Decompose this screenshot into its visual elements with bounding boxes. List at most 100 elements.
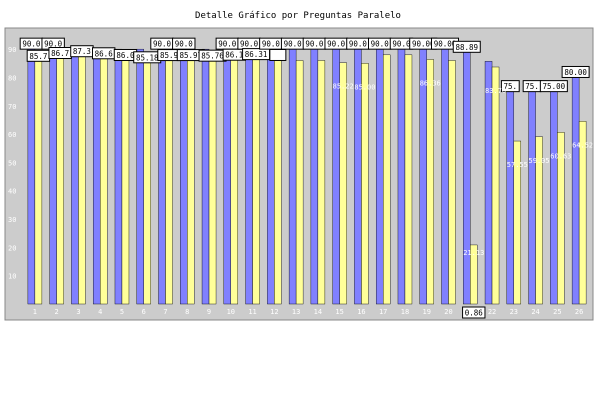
data-label: 85.7 <box>29 52 47 61</box>
bar-series-1 <box>375 48 384 305</box>
bar-series-2 <box>165 60 173 305</box>
data-label-inner: 83.70 <box>485 87 506 95</box>
data-label-box <box>269 48 287 61</box>
data-label-inner: 59.05 <box>529 157 550 165</box>
x-tick-label: 24 <box>531 308 539 316</box>
x-tick-label: 16 <box>357 308 365 316</box>
data-label-inner: 57.55 <box>507 161 528 169</box>
bar-series-2 <box>78 56 86 305</box>
data-label: 90.0 <box>22 40 41 49</box>
bar-series-1 <box>484 61 493 305</box>
x-tick-label: 26 <box>575 308 583 316</box>
bar-series-1 <box>397 48 406 305</box>
bar-series-2 <box>513 140 522 305</box>
bars-group <box>27 48 587 305</box>
data-label: 75.00 <box>543 82 566 91</box>
y-tick-label: 30 <box>8 216 16 224</box>
bar-series-2 <box>121 60 130 305</box>
data-label: 90.0 <box>305 40 324 49</box>
x-tick-label: 18 <box>401 308 409 316</box>
data-label-box <box>561 65 590 78</box>
x-tick-label: 17 <box>379 308 387 316</box>
bar-series-1 <box>571 77 580 305</box>
bar-series-2 <box>404 54 413 305</box>
data-label: 86.7 <box>51 49 69 58</box>
bar-series-2 <box>470 244 478 305</box>
x-tick-label: 5 <box>120 308 124 316</box>
data-label: 90.0 <box>327 40 346 49</box>
bar-series-1 <box>245 48 253 305</box>
x-tick-label: 2 <box>55 308 59 316</box>
y-tick-label: 20 <box>8 244 16 252</box>
data-label: 86.1 <box>225 51 243 60</box>
x-tick-label: 22 <box>488 308 496 316</box>
bar-series-1 <box>180 48 188 305</box>
x-tick-label: 11 <box>248 308 256 316</box>
bar-series-2 <box>34 61 43 305</box>
bar-series-2 <box>491 66 500 305</box>
data-label: 85.76 <box>201 52 224 61</box>
data-label: 90.0 <box>284 40 303 49</box>
y-tick-label: 80 <box>8 74 16 82</box>
data-label: 90.0 <box>240 40 259 49</box>
y-axis: 10 20 30 40 50 60 70 80 90 <box>8 46 16 281</box>
x-tick-label: 3 <box>76 308 80 316</box>
bar-series-1 <box>71 48 79 305</box>
data-label: 90.0 <box>44 40 63 49</box>
data-label-box <box>539 80 568 93</box>
bar-series-2 <box>361 63 369 305</box>
x-tick-label: 6 <box>142 308 146 316</box>
data-label: 86.6 <box>95 49 114 58</box>
data-label-inner: 86.36 <box>420 79 441 87</box>
data-label: 75. <box>504 82 518 91</box>
bar-series-1 <box>528 91 536 305</box>
data-label: 90.0 <box>153 40 172 49</box>
x-tick-label: 15 <box>335 308 343 316</box>
data-label: 90.00 <box>434 40 457 49</box>
data-label: 85.18 <box>136 53 159 62</box>
data-label: 87.3 <box>73 47 91 56</box>
bar-series-1 <box>267 48 275 305</box>
bar-series-1 <box>136 48 144 305</box>
data-label-box <box>500 80 520 93</box>
data-label: 88.89 <box>455 43 478 52</box>
data-label-box <box>452 40 481 53</box>
bar-series-1 <box>463 52 471 305</box>
x-tick-label: 9 <box>207 308 211 316</box>
bar-series-1 <box>27 48 36 305</box>
chart-title: Detalle Gráfico por Preguntas Paralelo <box>195 11 401 21</box>
bar-series-1 <box>550 91 558 305</box>
data-label: 86.0 <box>116 51 135 60</box>
x-tick-label: 19 <box>423 308 431 316</box>
bar-series-2 <box>317 60 326 305</box>
bar-series-2 <box>274 60 282 305</box>
data-label: 85.97 <box>179 51 202 60</box>
data-label: 90.0 <box>262 40 281 49</box>
bar-series-2 <box>339 62 347 305</box>
data-label-inner: 85.00 <box>354 83 375 91</box>
bar-series-2 <box>295 60 304 305</box>
data-label-inner: 64.52 <box>572 141 593 149</box>
bar-series-2 <box>99 58 108 305</box>
x-tick-label: 8 <box>185 308 189 316</box>
data-label-box <box>462 306 486 319</box>
bar-series-2 <box>578 121 587 305</box>
x-tick-label: 4 <box>98 308 102 316</box>
bar-series-2 <box>426 59 434 305</box>
data-label: 90.0 <box>349 40 368 49</box>
y-tick-label: 40 <box>8 188 16 196</box>
bar-series-2 <box>557 132 565 305</box>
data-label: 85.9 <box>160 51 178 60</box>
bar-series-2 <box>208 60 217 305</box>
bar-series-1 <box>506 91 515 305</box>
x-tick-label: 25 <box>553 308 561 316</box>
bar-series-2 <box>535 136 543 305</box>
data-label: 90.0 <box>392 40 411 49</box>
data-label-inner: 21.13 <box>463 249 484 257</box>
y-tick-label: 10 <box>8 273 16 281</box>
bar-series-1 <box>201 48 210 305</box>
x-tick-label: 12 <box>270 308 278 316</box>
data-label: 90.0 <box>371 40 390 49</box>
bar-series-1 <box>158 48 166 305</box>
